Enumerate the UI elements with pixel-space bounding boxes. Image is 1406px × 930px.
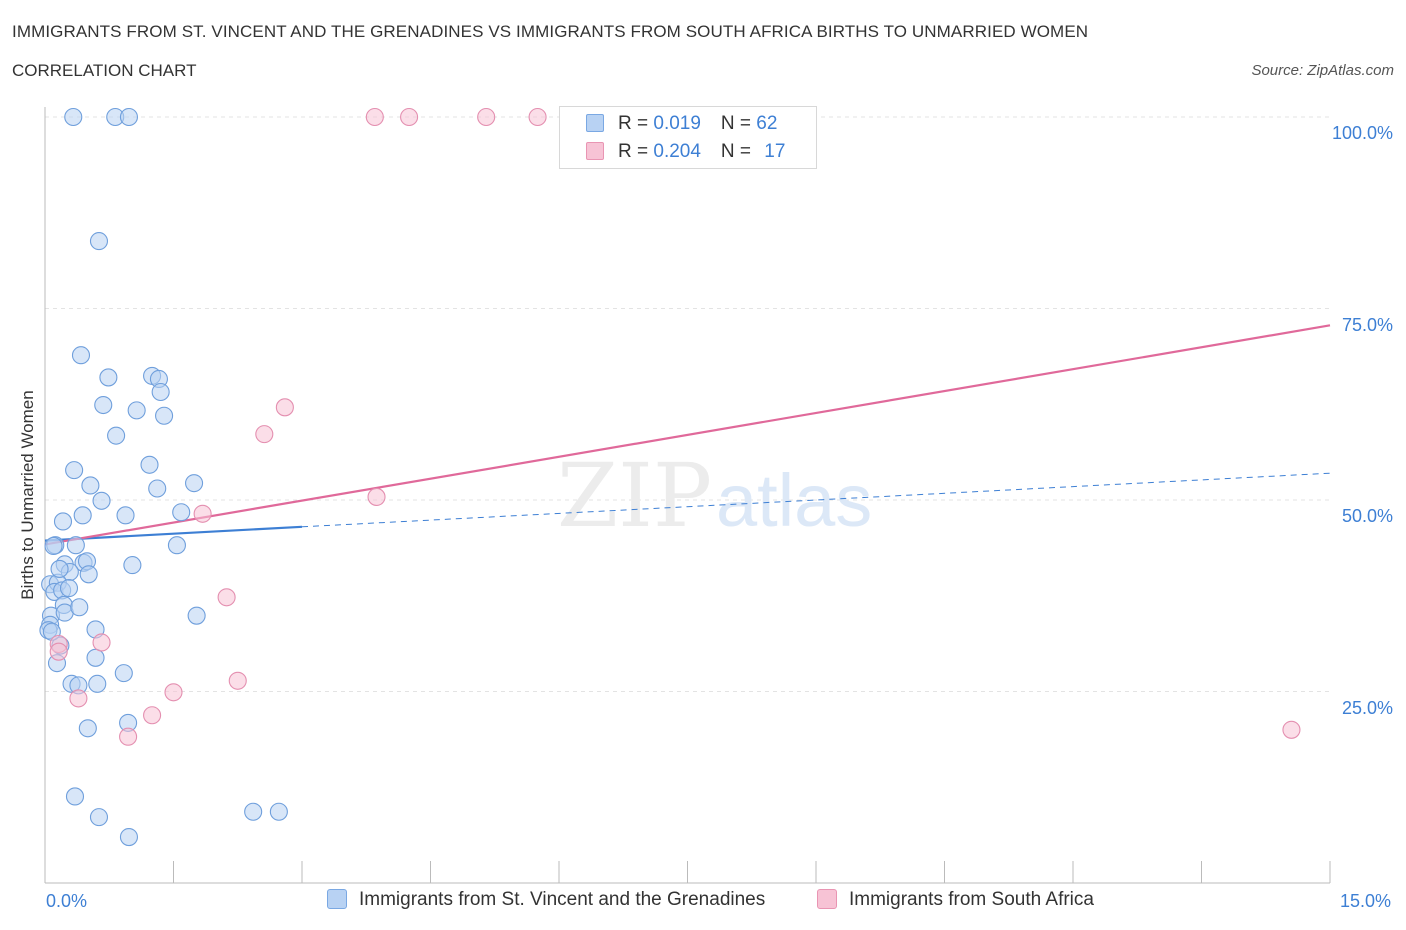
data-point-blue bbox=[269, 802, 288, 821]
trend-line-pink bbox=[44, 324, 1331, 546]
data-point-pink bbox=[228, 671, 247, 690]
trend-line-blue bbox=[44, 525, 303, 542]
x-tick-label-max: 15.0% bbox=[1340, 891, 1392, 911]
trend-lines bbox=[44, 324, 1331, 546]
data-point-blue bbox=[89, 808, 109, 827]
legend-swatch-blue bbox=[586, 114, 604, 132]
chart-subtitle: CORRELATION CHART bbox=[12, 61, 197, 80]
legend-item-pink: Immigrants from South Africa bbox=[817, 889, 1094, 911]
legend-item-blue: Immigrants from St. Vincent and the Gren… bbox=[327, 889, 765, 911]
data-point-blue bbox=[79, 565, 98, 584]
watermark-zip: ZIP bbox=[557, 444, 712, 547]
data-point-blue bbox=[73, 506, 92, 525]
data-point-blue bbox=[116, 506, 135, 525]
data-point-blue bbox=[172, 503, 191, 522]
gridlines bbox=[45, 116, 1330, 692]
data-point-blue bbox=[107, 426, 126, 445]
data-point-blue bbox=[59, 579, 79, 598]
data-point-blue bbox=[53, 512, 73, 531]
legend-label-blue: Immigrants from St. Vincent and the Gren… bbox=[359, 889, 766, 910]
data-point-blue bbox=[123, 556, 142, 575]
data-point-pink bbox=[367, 487, 386, 506]
data-point-blue bbox=[65, 461, 84, 480]
data-point-blue bbox=[185, 474, 204, 493]
legend-swatch-pink bbox=[817, 889, 837, 909]
data-point-blue bbox=[92, 491, 111, 510]
data-point-pink bbox=[164, 683, 183, 702]
data-point-pink bbox=[528, 107, 547, 127]
data-point-blue bbox=[167, 536, 186, 555]
data-point-blue bbox=[140, 455, 159, 474]
y-tick-label: 75.0% bbox=[1341, 314, 1393, 335]
data-point-blue bbox=[89, 232, 109, 251]
data-point-blue bbox=[64, 107, 83, 127]
correlation-legend: R = 0.019 N = 62 R = 0.204 N = 17 bbox=[559, 106, 817, 169]
data-point-blue bbox=[155, 406, 174, 425]
r-value-blue: 0.019 bbox=[653, 113, 701, 134]
data-point-blue bbox=[88, 674, 107, 693]
data-point-pink bbox=[477, 107, 496, 127]
y-tick-label: 25.0% bbox=[1341, 697, 1393, 718]
data-point-pink bbox=[49, 642, 68, 661]
data-point-blue bbox=[148, 479, 167, 498]
data-point-blue bbox=[127, 401, 146, 420]
data-point-blue bbox=[114, 664, 133, 683]
data-point-blue bbox=[244, 802, 263, 821]
data-point-blue bbox=[151, 382, 170, 402]
data-point-pink bbox=[217, 588, 236, 607]
data-point-blue bbox=[99, 368, 118, 387]
data-point-blue bbox=[81, 476, 100, 495]
data-point-blue bbox=[66, 536, 85, 555]
n-value-pink: 17 bbox=[764, 141, 786, 162]
source-credit: Source: ZipAtlas.com bbox=[1251, 62, 1394, 79]
data-point-pink bbox=[143, 706, 162, 725]
legend-swatch-blue bbox=[327, 889, 347, 909]
x-tick-label-min: 0.0% bbox=[46, 891, 88, 911]
n-value-blue: 62 bbox=[756, 113, 778, 134]
series-pink-points bbox=[49, 107, 1301, 746]
data-point-blue bbox=[44, 536, 63, 556]
data-point-blue bbox=[94, 395, 113, 415]
data-point-pink bbox=[275, 398, 294, 417]
data-point-blue bbox=[71, 346, 91, 365]
r-label: R = bbox=[618, 141, 654, 162]
data-point-blue bbox=[78, 719, 97, 738]
data-point-blue bbox=[65, 787, 85, 806]
r-value-pink: 0.204 bbox=[653, 141, 701, 162]
axes bbox=[44, 107, 1331, 884]
data-point-pink bbox=[400, 107, 419, 127]
data-point-pink bbox=[119, 727, 138, 746]
n-label: N = bbox=[720, 113, 757, 134]
data-point-blue bbox=[119, 107, 139, 127]
r-label: R = bbox=[618, 113, 654, 134]
legend-row-pink: R = 0.204 N = 17 bbox=[586, 141, 785, 165]
legend-row-blue: R = 0.019 N = 62 bbox=[586, 113, 777, 137]
data-point-pink bbox=[69, 689, 88, 708]
legend-label-pink: Immigrants from South Africa bbox=[849, 889, 1094, 910]
data-point-blue bbox=[70, 598, 89, 617]
data-point-pink bbox=[255, 425, 274, 444]
watermark-atlas: atlas bbox=[716, 459, 872, 542]
data-point-blue bbox=[119, 827, 139, 847]
data-point-blue bbox=[86, 648, 105, 667]
data-point-pink bbox=[365, 107, 384, 127]
y-tick-label: 50.0% bbox=[1341, 506, 1393, 526]
data-point-pink bbox=[193, 504, 212, 523]
chart-title: IMMIGRANTS FROM ST. VINCENT AND THE GREN… bbox=[12, 22, 1089, 41]
n-label: N = bbox=[720, 141, 757, 162]
series-blue-points bbox=[39, 107, 288, 847]
y-tick-label: 100.0% bbox=[1331, 123, 1393, 143]
data-point-blue bbox=[187, 606, 206, 625]
data-point-blue bbox=[50, 559, 69, 578]
data-point-pink bbox=[1282, 720, 1301, 739]
legend-swatch-pink bbox=[586, 142, 604, 160]
data-point-pink bbox=[92, 633, 111, 652]
